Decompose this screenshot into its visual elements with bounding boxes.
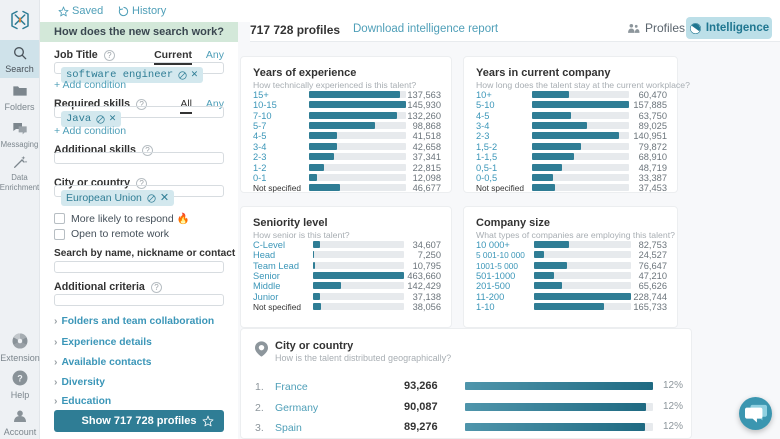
svg-text:?: ? xyxy=(17,373,23,383)
